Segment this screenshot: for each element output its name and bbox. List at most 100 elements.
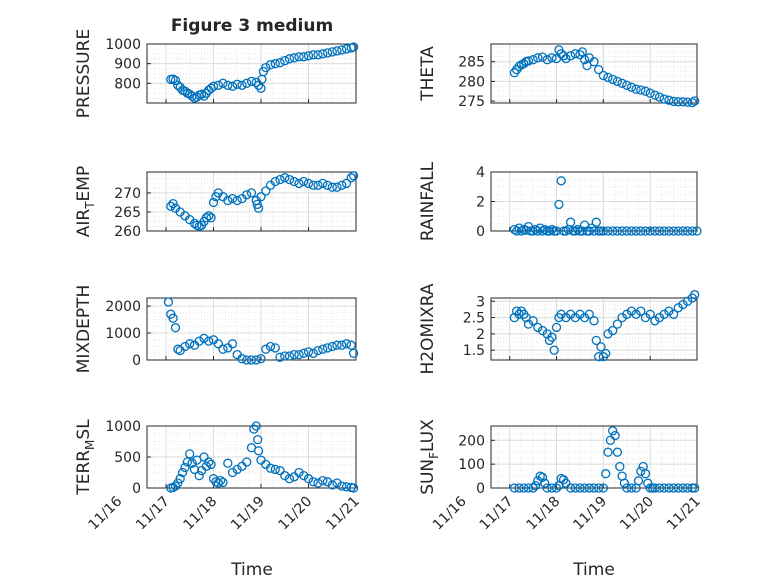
data-point xyxy=(528,483,538,493)
data-point xyxy=(556,309,566,319)
data-point xyxy=(246,188,257,198)
y-tick-label: 275 xyxy=(458,94,485,110)
y-tick-label: 270 xyxy=(114,186,141,202)
data-point xyxy=(187,458,197,468)
data-point xyxy=(659,226,669,236)
data-point xyxy=(253,203,264,213)
data-point xyxy=(678,97,688,107)
data-point xyxy=(308,348,318,358)
axes-box xyxy=(146,171,357,232)
data-point xyxy=(280,470,290,481)
data-point xyxy=(187,91,197,101)
y-tick-label: 280 xyxy=(458,74,485,90)
panel-air_temp: 260 265 270 AIRTEMP xyxy=(74,166,359,240)
data-point xyxy=(645,309,655,319)
data-point xyxy=(341,178,352,189)
data-point xyxy=(647,483,658,493)
data-point xyxy=(206,459,216,470)
data-point xyxy=(322,48,333,58)
data-point xyxy=(565,309,576,319)
x-axis-label-left: Time xyxy=(230,560,273,580)
data-point xyxy=(596,226,606,236)
data-point xyxy=(668,96,679,107)
data-point xyxy=(280,351,290,361)
data-point xyxy=(617,312,627,323)
data-point xyxy=(180,86,190,96)
data-point xyxy=(542,329,552,339)
data-point xyxy=(645,88,655,98)
y-tick-label: 0 xyxy=(132,481,141,497)
axes-box xyxy=(490,297,698,361)
data-point xyxy=(275,352,285,362)
data-point xyxy=(673,226,683,236)
axes-box xyxy=(146,43,357,104)
panel-mixdepth: 0 1000 2000 MIXDEPTH xyxy=(74,285,359,373)
data-point xyxy=(509,483,520,493)
data-point xyxy=(294,349,304,360)
data-point xyxy=(299,470,309,481)
data-point xyxy=(659,94,669,104)
data-point xyxy=(303,51,314,61)
panel-pressure: 800 900 1000 PRESSURE xyxy=(74,29,359,118)
data-point xyxy=(673,483,683,493)
data-point xyxy=(204,457,214,467)
x-tick-label: 11/19 xyxy=(228,494,268,534)
y-tick-label: 0 xyxy=(476,481,485,497)
data-point xyxy=(565,483,576,493)
data-point xyxy=(275,58,285,68)
data-point xyxy=(537,226,548,236)
data-point xyxy=(227,467,238,478)
data-point xyxy=(673,97,683,107)
y-tick-label: 2 xyxy=(476,327,485,343)
data-point xyxy=(575,483,585,493)
data-point xyxy=(636,306,646,316)
panel-h2omixra: 1.522.53 H2OMIXRA xyxy=(418,283,700,375)
y-tick-label: 200 xyxy=(458,433,485,449)
data-point xyxy=(346,173,356,183)
x-tick-label: 11/21 xyxy=(664,494,704,534)
data-point xyxy=(284,474,295,484)
panel-rainfall: 0 2 4 RAINFALL xyxy=(418,161,702,241)
panel-theta: 275 280 285 THETA xyxy=(418,43,700,110)
data-point xyxy=(270,59,280,69)
y-tick-label: 1000 xyxy=(105,37,141,53)
data-point xyxy=(280,56,290,66)
data-point xyxy=(561,478,571,488)
data-point xyxy=(213,339,223,349)
data-point xyxy=(294,467,304,478)
data-point xyxy=(626,82,637,92)
data-point xyxy=(643,478,653,488)
data-point xyxy=(327,480,337,490)
data-point xyxy=(246,76,257,87)
data-point xyxy=(303,347,314,357)
data-point xyxy=(687,226,697,236)
data-point xyxy=(256,354,266,364)
data-point xyxy=(561,226,571,236)
data-point xyxy=(215,475,226,486)
data-point xyxy=(556,176,566,186)
data-point xyxy=(213,80,223,90)
data-point xyxy=(640,312,651,323)
y-tick-label: 100 xyxy=(458,457,485,473)
data-point xyxy=(640,86,651,96)
data-point xyxy=(598,70,609,81)
data-point xyxy=(664,95,674,105)
data-point xyxy=(246,355,257,365)
data-point xyxy=(308,50,318,60)
data-point xyxy=(318,344,328,354)
data-point xyxy=(318,475,328,486)
data-point xyxy=(232,79,242,89)
data-point xyxy=(542,483,552,493)
panel-terrmsl: 0 500 1000 11/16 11/17 11/18 11/19 11/20 11/21 TE… xyxy=(74,419,363,534)
data-point xyxy=(570,483,580,493)
data-point xyxy=(650,316,660,326)
data-point xyxy=(537,52,548,62)
data-point xyxy=(692,226,702,236)
data-point xyxy=(615,461,625,472)
data-point xyxy=(619,478,630,488)
data-point xyxy=(208,197,219,208)
data-point xyxy=(332,478,342,488)
data-point xyxy=(682,296,693,306)
data-point xyxy=(348,348,359,358)
y-tick-label: 1000 xyxy=(105,326,141,342)
